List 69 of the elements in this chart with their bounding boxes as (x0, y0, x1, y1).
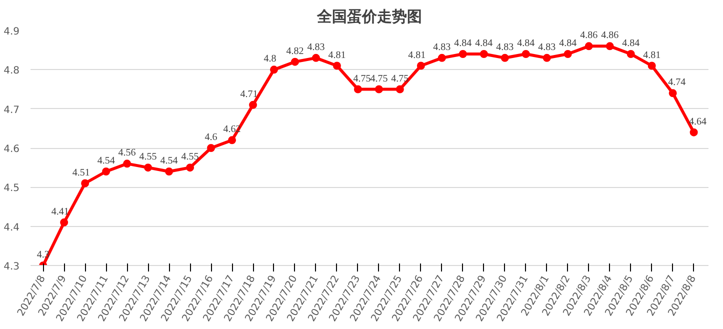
point (290, 58, 299, 66)
point (123, 160, 132, 168)
point (668, 89, 677, 98)
point (249, 100, 257, 109)
point (354, 85, 362, 94)
data-label: 4.84 (454, 38, 472, 49)
data-label: 4.86 (601, 30, 619, 42)
data-label: 4.56 (118, 148, 136, 159)
data-label: 4.71 (240, 88, 258, 100)
data-label: 4.55 (181, 152, 199, 163)
data-label: 4.83 (538, 42, 556, 53)
y-tick-label: 4.9 (4, 26, 20, 38)
data-label: 4.8 (264, 54, 276, 65)
data-label: 4.51 (72, 167, 90, 178)
point (584, 42, 593, 50)
data-label: 4.81 (328, 50, 346, 61)
point (458, 50, 467, 58)
data-label: 4.84 (475, 38, 493, 49)
data-label: 4.74 (668, 77, 686, 88)
data-label: 4.54 (160, 156, 178, 166)
point (312, 54, 320, 62)
point (270, 66, 278, 74)
data-label: 4.82 (286, 46, 304, 57)
point (438, 54, 446, 62)
data-label: 4.84 (622, 38, 640, 49)
point (626, 50, 635, 58)
point (564, 50, 572, 58)
point (228, 136, 236, 144)
data-label: 4.86 (580, 30, 598, 42)
point (165, 168, 174, 176)
data-label: 4.41 (51, 206, 69, 218)
point (690, 128, 698, 136)
point (186, 164, 194, 172)
y-tick-label: 4.4 (4, 222, 20, 234)
point (480, 50, 488, 58)
point (416, 62, 425, 70)
point (102, 168, 110, 176)
data-label: 4.81 (408, 50, 426, 61)
point (396, 85, 404, 94)
point (144, 164, 152, 172)
data-label: 4.84 (559, 38, 577, 49)
data-label: 4.83 (307, 42, 325, 53)
data-label: 4.75 (391, 73, 409, 84)
point (60, 218, 68, 226)
data-label: 4.55 (139, 152, 157, 163)
point (500, 54, 509, 62)
data-label: 4.75 (370, 73, 388, 84)
point (207, 144, 216, 152)
point (542, 54, 551, 62)
data-label: 4.64 (689, 116, 707, 128)
data-label: 4.6 (204, 132, 218, 143)
data-label: 4.54 (97, 156, 115, 166)
y-tick-label: 4.3 (4, 262, 20, 272)
point (332, 62, 341, 70)
y-tick-label: 4.7 (4, 104, 20, 116)
y-tick-label: 4.5 (4, 183, 20, 194)
y-tick-label: 4.8 (4, 66, 20, 77)
point (648, 62, 656, 70)
y-tick-label: 4.6 (4, 144, 20, 155)
data-label: 4.83 (433, 42, 451, 53)
chart-title: 全国蛋价走势图 (316, 8, 422, 26)
point (81, 179, 90, 188)
point (606, 42, 614, 50)
data-label: 4.75 (353, 73, 371, 84)
point (522, 50, 530, 58)
point (374, 85, 383, 94)
data-label: 4.84 (517, 38, 535, 49)
data-label: 4.83 (496, 42, 514, 53)
data-label: 4.81 (643, 50, 661, 61)
